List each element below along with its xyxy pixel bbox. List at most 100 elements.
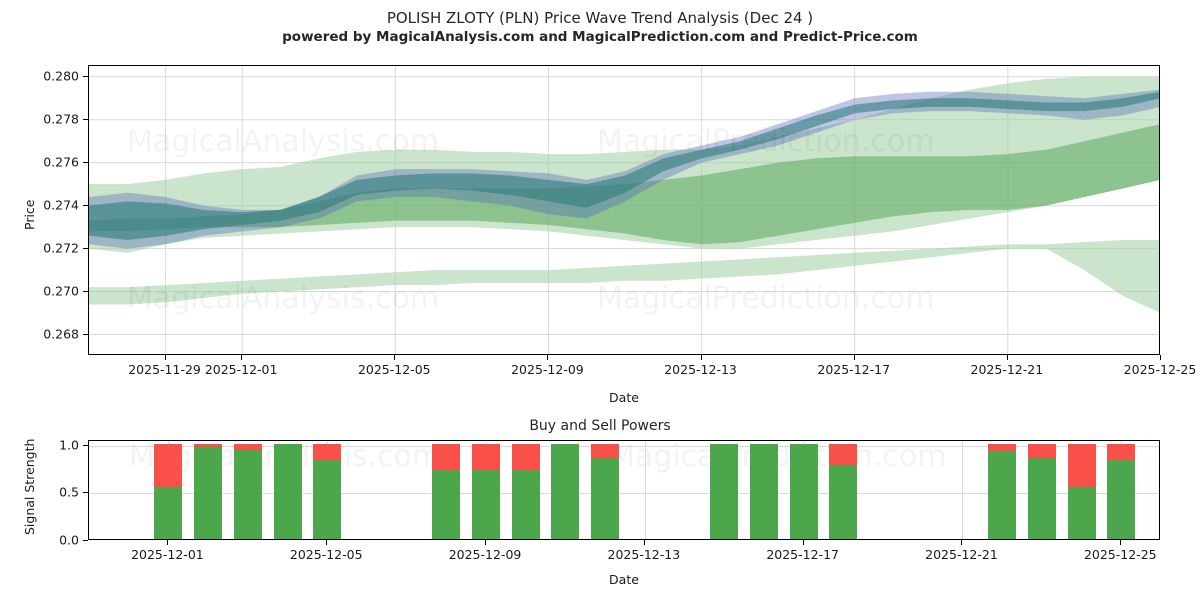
bar-sell-segment <box>432 443 461 471</box>
bar-2025-12-02[interactable] <box>194 441 223 539</box>
bar-buy-segment <box>511 470 540 539</box>
price-x-tick-label: 2025-12-05 <box>357 362 431 377</box>
bars-gridline <box>962 441 964 539</box>
bar-buy-segment <box>432 470 461 539</box>
price-x-axis-label: Date <box>609 390 639 405</box>
bars-x-axis-label: Date <box>609 572 639 587</box>
price-x-tick-label: 2025-12-17 <box>817 362 891 377</box>
bar-buy-segment <box>988 451 1017 539</box>
price-x-tick-label: 2025-12-09 <box>511 362 584 377</box>
bar-buy-segment <box>551 443 580 539</box>
bars-title: Buy and Sell Powers <box>529 418 671 434</box>
price-x-tick <box>241 355 243 360</box>
bar-2025-12-05[interactable] <box>313 441 342 539</box>
bar-2025-12-24[interactable] <box>1067 441 1096 539</box>
bar-2025-12-01[interactable] <box>154 441 183 539</box>
bar-2025-12-08[interactable] <box>432 441 461 539</box>
page-title: POLISH ZLOTY (PLN) Price Wave Trend Anal… <box>386 9 814 27</box>
bar-buy-segment <box>591 458 620 539</box>
price-y-tick-label: 0.274 <box>43 197 79 213</box>
bars-x-tick-label: 2025-12-21 <box>925 547 998 562</box>
price-wave-chart: MagicalAnalysis.com MagicalPrediction.co… <box>88 65 1160 355</box>
bar-buy-segment <box>789 443 818 539</box>
bar-sell-segment <box>472 443 501 471</box>
price-x-tick <box>1006 355 1008 360</box>
price-x-tick <box>547 355 549 360</box>
bars-gridline <box>644 441 646 539</box>
bar-2025-12-15[interactable] <box>710 441 739 539</box>
price-y-tick <box>83 118 88 120</box>
price-x-tick <box>394 355 396 360</box>
bars-x-tick <box>802 540 804 545</box>
bars-x-tick <box>643 540 645 545</box>
bars-x-tick <box>1120 540 1122 545</box>
bar-buy-segment <box>749 443 778 539</box>
bar-2025-12-18[interactable] <box>829 441 858 539</box>
bars-x-tick-label: 2025-12-17 <box>766 547 839 562</box>
price-y-tick-label: 0.268 <box>43 326 79 342</box>
bars-gridline <box>89 445 1159 447</box>
bar-buy-segment <box>829 464 858 539</box>
bars-x-tick-label: 2025-12-13 <box>607 547 681 562</box>
bar-sell-segment <box>313 443 342 460</box>
bars-x-tick <box>961 540 963 545</box>
price-x-tick-label: 2025-11-29 <box>128 362 201 377</box>
price-x-tick <box>1160 355 1161 360</box>
bars-y-tick <box>83 492 88 494</box>
buy-sell-powers-chart: MagicalAnalysis.com MagicalPrediction.co… <box>88 440 1160 540</box>
bars-y-tick-label: 0.0 <box>59 532 79 548</box>
bar-2025-12-22[interactable] <box>988 441 1017 539</box>
price-y-axis-label: Price <box>22 199 37 231</box>
bars-x-tick <box>167 540 169 545</box>
bars-x-tick-label: 2025-12-05 <box>289 547 363 562</box>
bars-x-tick-label: 2025-12-25 <box>1083 547 1157 562</box>
bar-2025-12-11[interactable] <box>551 441 580 539</box>
bar-sell-segment <box>1107 443 1136 460</box>
price-y-tick <box>83 247 88 249</box>
bar-buy-segment <box>1027 458 1056 539</box>
bar-2025-12-16[interactable] <box>749 441 778 539</box>
bar-sell-segment <box>194 443 223 447</box>
bar-sell-segment <box>1067 443 1096 487</box>
page-subtitle: powered by MagicalAnalysis.com and Magic… <box>282 29 918 45</box>
bar-2025-12-09[interactable] <box>472 441 501 539</box>
bars-y-tick-label: 0.5 <box>59 484 79 500</box>
bar-2025-12-10[interactable] <box>511 441 540 539</box>
bars-x-tick-label: 2025-12-09 <box>448 547 522 562</box>
bar-sell-segment <box>154 443 183 487</box>
price-x-tick <box>853 355 855 360</box>
bar-2025-12-03[interactable] <box>233 441 262 539</box>
bar-buy-segment <box>313 459 342 539</box>
price-x-tick-label: 2025-12-25 <box>1123 362 1197 377</box>
bar-buy-segment <box>154 486 183 539</box>
price-y-tick-label: 0.276 <box>43 154 79 170</box>
price-x-tick <box>700 355 702 360</box>
bars-x-tick-label: 2025-12-01 <box>131 547 204 562</box>
bars-y-axis-label: Signal Strength <box>22 438 37 535</box>
price-y-tick <box>83 75 88 77</box>
bar-2025-12-12[interactable] <box>591 441 620 539</box>
price-y-tick <box>83 333 88 335</box>
price-band-4 <box>89 92 1159 240</box>
price-y-tick-label: 0.278 <box>43 111 79 127</box>
bar-2025-12-04[interactable] <box>273 441 302 539</box>
title-block: POLISH ZLOTY (PLN) Price Wave Trend Anal… <box>0 8 1200 47</box>
price-y-tick <box>83 204 88 206</box>
price-y-tick-label: 0.280 <box>43 68 79 84</box>
price-y-tick-label: 0.270 <box>43 283 79 299</box>
bar-sell-segment <box>511 443 540 471</box>
bars-y-tick-label: 1.0 <box>59 437 79 453</box>
bar-2025-12-23[interactable] <box>1027 441 1056 539</box>
bars-y-tick <box>83 444 88 446</box>
bar-buy-segment <box>194 446 223 539</box>
bar-buy-segment <box>273 443 302 539</box>
bar-2025-12-25[interactable] <box>1107 441 1136 539</box>
price-y-tick <box>83 161 88 163</box>
price-x-tick <box>164 355 166 360</box>
bar-buy-segment <box>1067 486 1096 539</box>
bars-gridline <box>89 493 1159 495</box>
bar-2025-12-17[interactable] <box>789 441 818 539</box>
bar-buy-segment <box>710 443 739 539</box>
bars-x-tick <box>485 540 487 545</box>
